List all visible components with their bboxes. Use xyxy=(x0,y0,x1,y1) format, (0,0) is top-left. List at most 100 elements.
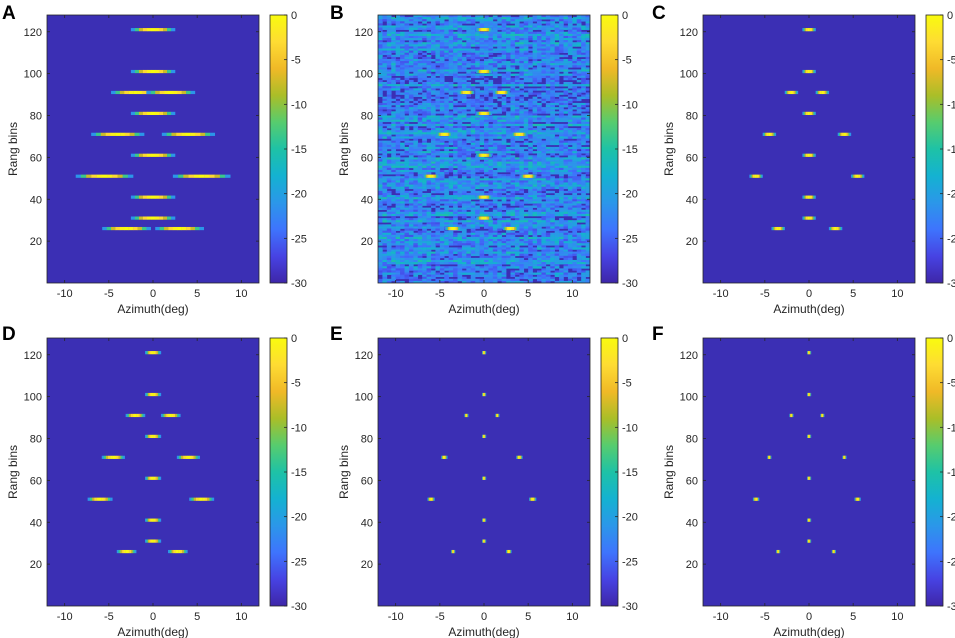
clutter-cell xyxy=(444,169,449,173)
clutter-cell xyxy=(510,19,516,22)
clutter-cell xyxy=(581,42,586,45)
clutter-cell xyxy=(413,111,419,114)
clutter-cell xyxy=(528,249,533,252)
clutter-cell xyxy=(391,113,396,116)
clutter-cell xyxy=(470,140,476,144)
clutter-cell xyxy=(426,220,432,223)
clutter-cell xyxy=(404,176,410,179)
target-segment xyxy=(163,69,168,74)
clutter-cell xyxy=(514,23,520,26)
clutter-cell xyxy=(461,224,467,227)
clutter-cell xyxy=(572,111,578,114)
clutter-cell xyxy=(435,56,441,60)
clutter-cell xyxy=(541,163,547,167)
clutter-cell xyxy=(497,61,502,64)
clutter-cell xyxy=(431,251,436,254)
clutter-cell xyxy=(501,107,507,110)
clutter-cell xyxy=(461,180,467,183)
clutter-cell xyxy=(585,56,590,60)
clutter-cell xyxy=(537,35,542,39)
clutter-cell xyxy=(576,203,582,206)
clutter-cell xyxy=(426,249,432,252)
clutter-cell xyxy=(395,86,401,89)
clutter-cell xyxy=(470,205,476,208)
clutter-cell xyxy=(417,48,423,51)
clutter-cell xyxy=(541,73,547,77)
clutter-cell xyxy=(404,102,410,106)
clutter-cell xyxy=(435,207,441,211)
clutter-cell xyxy=(585,46,590,49)
clutter-cell xyxy=(501,58,507,62)
clutter-cell xyxy=(519,155,525,158)
clutter-cell xyxy=(417,241,423,244)
clutter-cell xyxy=(528,65,533,68)
clutter-cell xyxy=(550,98,555,102)
clutter-cell xyxy=(492,23,498,26)
clutter-cell xyxy=(545,71,551,74)
clutter-cell xyxy=(572,232,578,236)
clutter-cell xyxy=(581,125,586,129)
clutter-cell xyxy=(461,190,467,194)
clutter-cell xyxy=(479,56,485,60)
clutter-cell xyxy=(572,52,578,56)
clutter-cell xyxy=(435,201,441,204)
clutter-cell xyxy=(484,21,489,24)
clutter-cell xyxy=(532,105,538,108)
clutter-cell xyxy=(581,84,586,87)
clutter-cell xyxy=(426,218,432,221)
clutter-cell xyxy=(559,44,564,47)
clutter-cell xyxy=(581,128,586,131)
clutter-cell xyxy=(497,207,502,211)
clutter-cell xyxy=(378,165,383,169)
clutter-cell xyxy=(523,157,529,160)
clutter-cell xyxy=(484,167,489,171)
clutter-cell xyxy=(417,243,423,246)
clutter-cell xyxy=(386,186,392,190)
clutter-cell xyxy=(466,105,472,108)
clutter-cell xyxy=(501,197,507,200)
clutter-cell xyxy=(532,44,538,47)
clutter-cell xyxy=(541,232,547,236)
clutter-cell xyxy=(514,130,520,133)
clutter-cell xyxy=(545,195,551,198)
clutter-cell xyxy=(395,90,401,93)
clutter-cell xyxy=(501,138,507,141)
clutter-cell xyxy=(404,197,410,200)
clutter-cell xyxy=(453,161,458,164)
clutter-cell xyxy=(581,121,586,125)
clutter-cell xyxy=(559,236,564,240)
clutter-cell xyxy=(417,151,423,154)
clutter-cell xyxy=(453,159,458,162)
clutter-cell xyxy=(510,203,516,206)
clutter-cell xyxy=(457,211,463,215)
clutter-cell xyxy=(581,61,586,64)
clutter-cell xyxy=(510,207,516,211)
clutter-cell xyxy=(559,42,564,45)
clutter-cell xyxy=(408,109,414,112)
clutter-cell xyxy=(510,146,516,150)
target-segment xyxy=(181,226,187,231)
clutter-cell xyxy=(506,176,511,179)
clutter-cell xyxy=(585,15,590,18)
clutter-cell xyxy=(576,172,582,175)
clutter-cell xyxy=(488,79,494,83)
clutter-cell xyxy=(453,251,458,254)
clutter-cell xyxy=(559,107,564,110)
clutter-cell xyxy=(514,77,520,81)
clutter-cell xyxy=(395,121,401,125)
clutter-cell xyxy=(585,176,590,179)
clutter-cell xyxy=(559,138,564,141)
clutter-cell xyxy=(514,69,520,72)
clutter-cell xyxy=(404,86,410,89)
clutter-cell xyxy=(475,205,480,208)
target-segment xyxy=(142,216,148,220)
clutter-cell xyxy=(576,102,582,106)
clutter-cell xyxy=(519,50,525,53)
clutter-cell xyxy=(408,165,414,169)
clutter-cell xyxy=(488,222,494,225)
clutter-cell xyxy=(550,94,555,97)
clutter-cell xyxy=(391,159,396,162)
clutter-cell xyxy=(492,69,498,72)
clutter-cell xyxy=(532,138,538,141)
clutter-cell xyxy=(559,100,564,104)
